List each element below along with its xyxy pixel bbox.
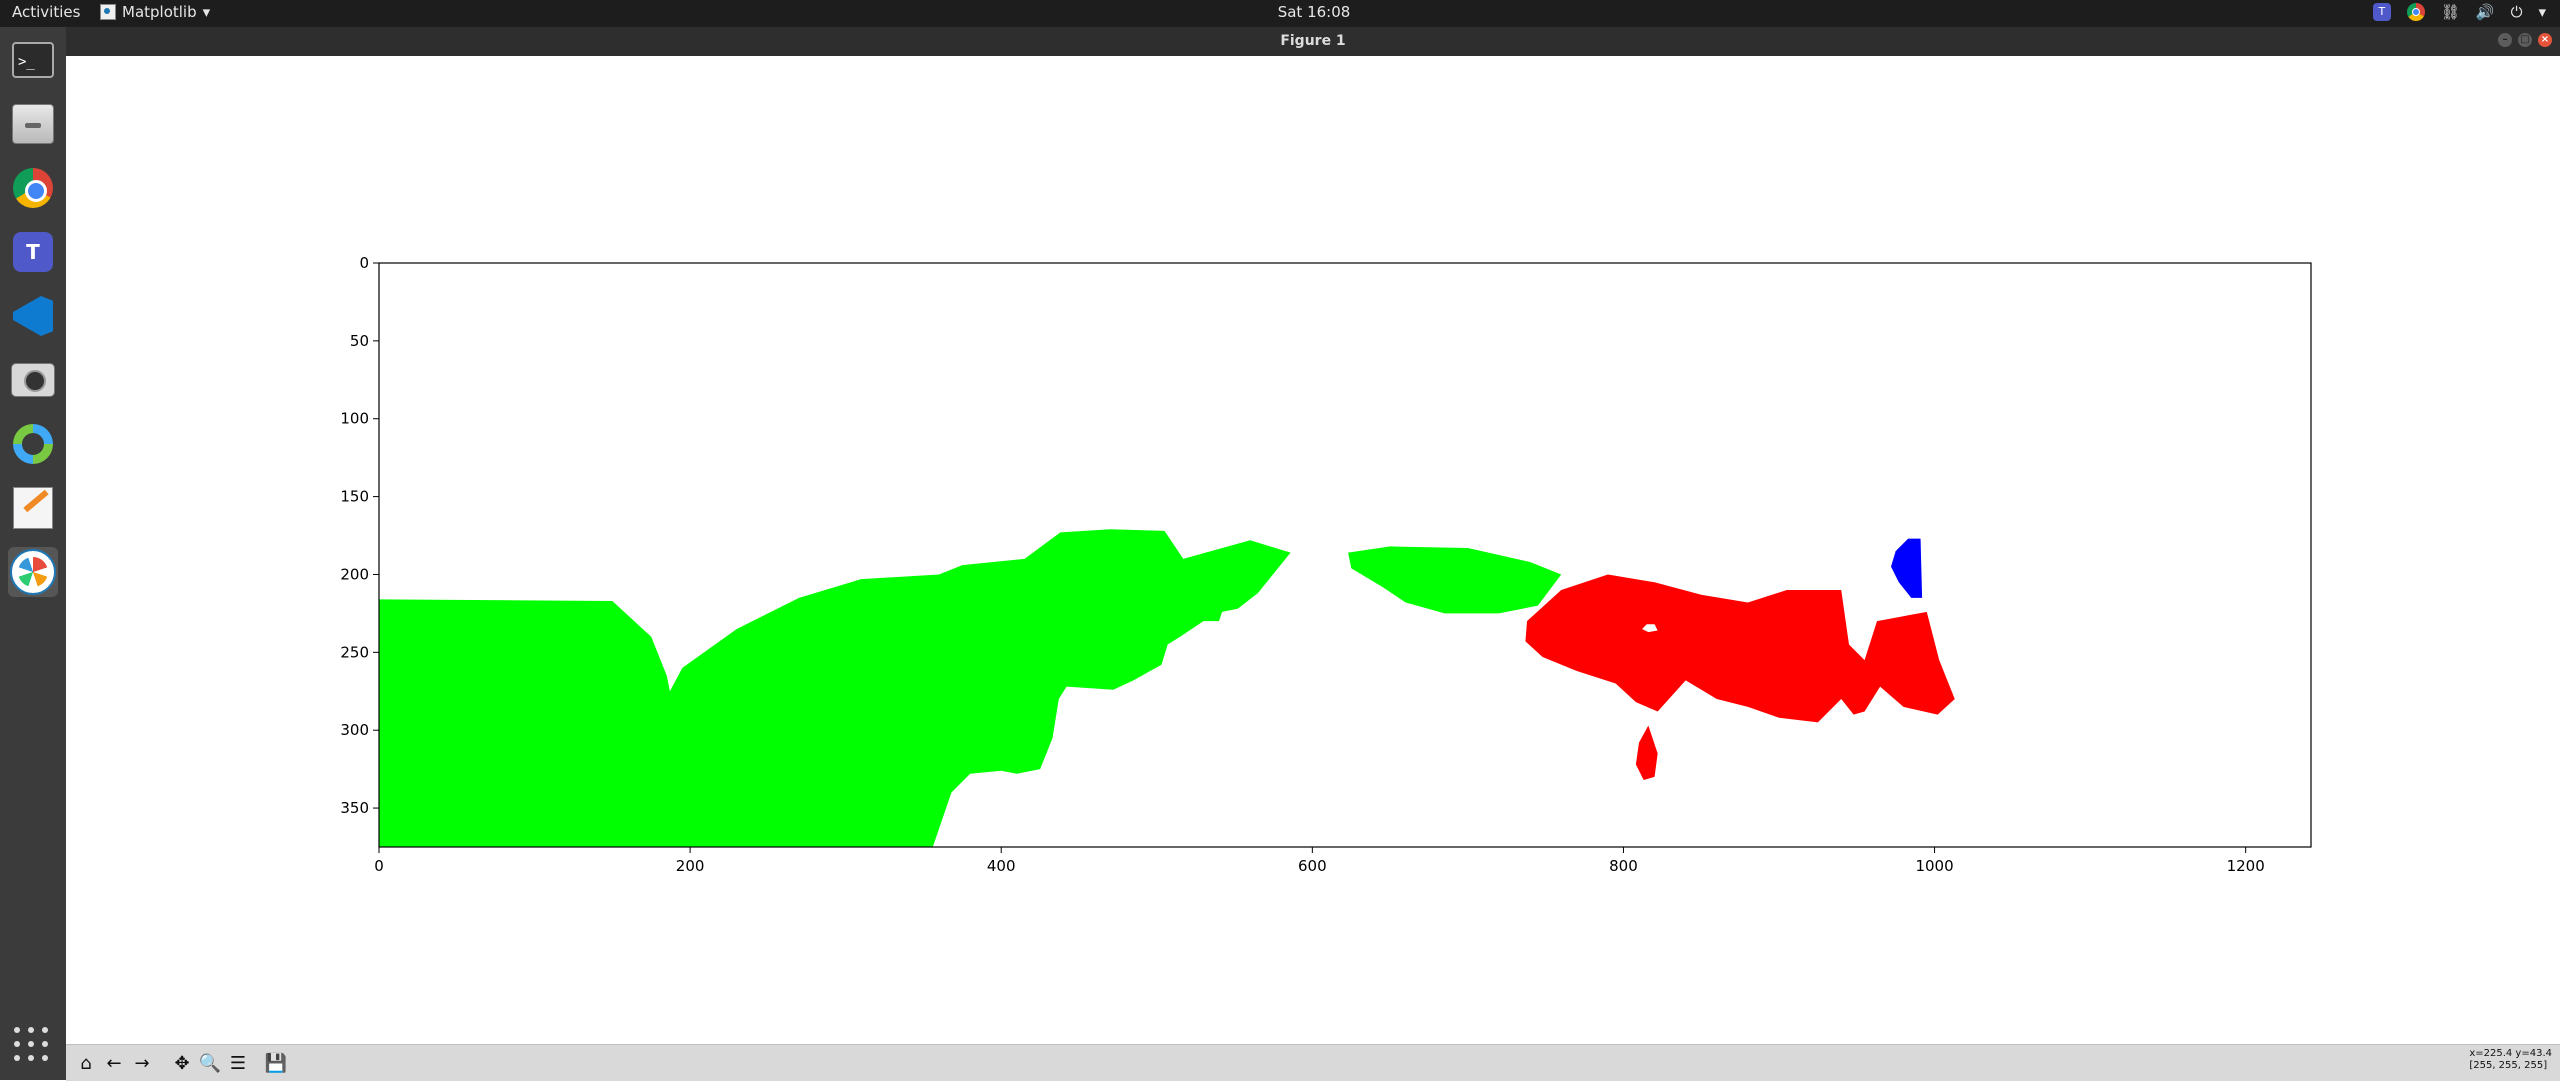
x-tick-label: 800 (1609, 857, 1638, 875)
chevron-down-icon[interactable]: ▾ (2538, 3, 2546, 21)
y-tick-label: 100 (340, 410, 369, 428)
close-icon[interactable]: × (2538, 33, 2552, 47)
axes-frame (378, 262, 2312, 848)
dock: >_ T (0, 27, 66, 1080)
mask-region-3 (1635, 725, 1658, 781)
matplotlib-toolbar: ⌂ ← → ✥ 🔍 ☰ 💾 x=225.4 y=43.4 [255, 255, … (66, 1044, 2560, 1081)
x-tick-label: 1200 (2227, 857, 2265, 875)
camera-icon (11, 363, 55, 397)
ring-app-icon (13, 424, 53, 464)
cursor-coordinates: x=225.4 y=43.4 [255, 255, 255] (2469, 1048, 2552, 1072)
dock-teams[interactable]: T (8, 227, 58, 277)
chevron-down-icon: ▾ (202, 3, 211, 21)
dock-ring-app[interactable] (8, 419, 58, 469)
y-tick-label: 150 (340, 488, 369, 506)
mask-region-4 (1642, 624, 1658, 633)
x-tick-label: 1000 (1915, 857, 1953, 875)
window-titlebar[interactable]: Figure 1 – □ × (66, 27, 2560, 56)
x-tick-label: 0 (374, 857, 384, 875)
top-bar: Activities Matplotlib ▾ Sat 16:08 T ⛓ 🔊 … (0, 0, 2560, 27)
teams-icon: T (13, 232, 53, 272)
files-icon (12, 104, 54, 144)
configure-subplots-icon[interactable]: ☰ (229, 1052, 247, 1074)
dock-terminal[interactable]: >_ (8, 35, 58, 85)
window-title: Figure 1 (1280, 33, 1346, 49)
dock-screenshot[interactable] (8, 355, 58, 405)
y-tick-label: 50 (350, 332, 369, 350)
power-icon[interactable]: ⏻ (2510, 3, 2523, 21)
y-tick-label: 250 (340, 643, 369, 661)
text-editor-icon (13, 487, 53, 529)
y-tick-label: 0 (359, 254, 369, 272)
mask-region-1 (1348, 546, 1562, 614)
teams-tray-icon[interactable]: T (2372, 3, 2391, 21)
dock-text-editor[interactable] (8, 483, 58, 533)
show-applications-button[interactable] (14, 1027, 50, 1063)
zoom-icon[interactable]: 🔍 (198, 1052, 222, 1074)
image-plot[interactable]: 0 200 400 600 800 1000 1200 0 50 100 150 200 250 300… (66, 56, 2560, 1073)
x-tick-label: 600 (1298, 857, 1327, 875)
dock-chrome[interactable] (8, 163, 58, 213)
y-tick-label: 350 (340, 799, 369, 817)
coords-xy: x=225.4 y=43.4 (2469, 1048, 2552, 1059)
terminal-icon: >_ (12, 42, 54, 78)
mask-region-5 (1891, 538, 1923, 598)
minimize-icon[interactable]: – (2498, 33, 2512, 47)
vscode-icon (13, 296, 53, 336)
app-menu[interactable]: Matplotlib ▾ (100, 3, 210, 21)
dock-vscode[interactable] (8, 291, 58, 341)
figure-window: Figure 1 – □ × 0 200 400 600 800 1000 1200 0 50… (66, 27, 2560, 1081)
x-tick-label: 200 (676, 857, 705, 875)
chrome-icon (13, 168, 53, 208)
save-icon[interactable]: 💾 (264, 1052, 288, 1074)
back-icon[interactable]: ← (106, 1052, 122, 1074)
forward-icon[interactable]: → (134, 1052, 150, 1074)
maximize-icon[interactable]: □ (2518, 33, 2532, 47)
dock-matplotlib[interactable] (8, 547, 58, 597)
pan-icon[interactable]: ✥ (174, 1052, 190, 1074)
mask-region-0 (379, 529, 1291, 847)
volume-icon[interactable]: 🔊 (2475, 3, 2495, 21)
system-tray[interactable]: T ⛓ 🔊 ⏻ ▾ (2372, 3, 2546, 21)
network-icon[interactable]: ⛓ (2440, 3, 2460, 21)
x-tick-label: 400 (987, 857, 1016, 875)
app-menu-label: Matplotlib (122, 3, 197, 21)
y-tick-label: 200 (340, 565, 369, 583)
coords-pixel: [255, 255, 255] (2469, 1060, 2548, 1071)
chrome-tray-icon[interactable] (2406, 3, 2425, 21)
y-tick-label: 300 (340, 721, 369, 739)
figure-canvas[interactable]: 0 200 400 600 800 1000 1200 0 50 100 150 200 250 300… (66, 56, 2560, 1073)
matplotlib-icon (10, 549, 56, 595)
activities-button[interactable]: Activities (12, 3, 81, 21)
mask-region-2 (1525, 574, 1955, 723)
clock[interactable]: Sat 16:08 (1277, 3, 1351, 21)
matplotlib-app-icon (100, 4, 116, 20)
dock-files[interactable] (8, 99, 58, 149)
home-icon[interactable]: ⌂ (80, 1052, 92, 1074)
